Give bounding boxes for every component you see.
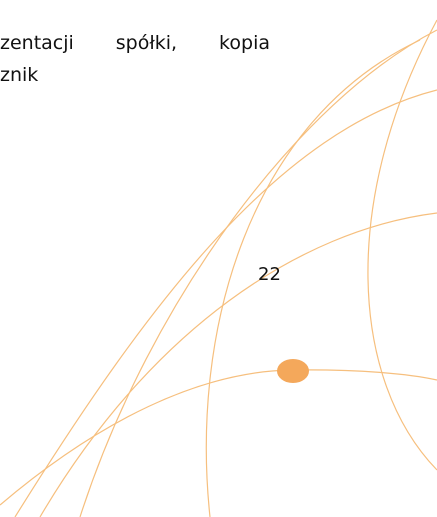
arc	[368, 20, 437, 470]
text-line: zentacji spółki, kopia	[0, 31, 270, 55]
dot	[277, 359, 309, 383]
text-line: znik	[0, 63, 270, 87]
arc	[206, 40, 420, 517]
page-number: 22	[258, 264, 281, 285]
arc	[40, 213, 437, 517]
page: zentacji spółki, kopia znik 22	[0, 0, 437, 517]
